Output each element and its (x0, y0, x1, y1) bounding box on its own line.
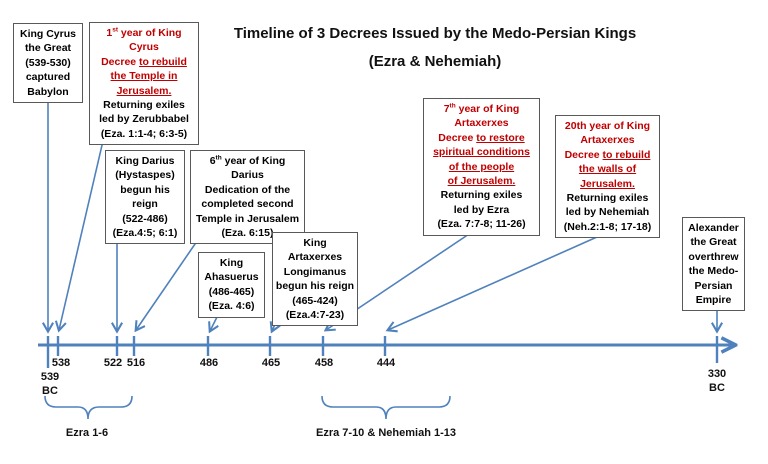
decree-2-line: spiritual conditions (433, 146, 530, 159)
box-line: (Neh.2:1-8; 17-18) (563, 220, 652, 233)
box-line: reign (132, 198, 158, 211)
box-line: led by Nehemiah (565, 206, 650, 219)
brace-ezra-7-10-nehemiah (321, 395, 451, 420)
box-line: Returning exiles (103, 99, 185, 112)
decree-3-heading: 20th year of King (564, 120, 651, 132)
box-line: begun his (120, 183, 170, 196)
tick-label-516: 516 (126, 357, 146, 369)
box-line: Temple in Jerusalem (195, 212, 300, 225)
box-line: begun his reign (275, 280, 355, 293)
darius-6th-heading: 6th year of King Darius (209, 154, 286, 182)
tick-label-539-bc: 539 BC (40, 371, 60, 397)
decree-2-line: of Jerusalem. (447, 175, 516, 188)
box-line: the Great (24, 42, 72, 55)
box-line: King Darius (115, 155, 175, 167)
box-line: King Cyrus (19, 28, 76, 40)
decree-2-heading: 7th year of King (443, 102, 520, 115)
tick-label-522: 522 (103, 357, 123, 369)
decree-1-line: the Temple in (110, 70, 178, 83)
box-line: Returning exiles (440, 189, 523, 202)
brace-label-ezra-7-10-nehemiah: Ezra 7-10 & Nehemiah 1-13 (315, 427, 457, 439)
alexander-box: Alexander the Great overthrew the Medo- … (682, 217, 745, 312)
box-line: led by Zerubbabel (99, 113, 189, 126)
box-line: Dedication of the (204, 183, 291, 196)
box-line: (Eza.4:7-23) (285, 309, 345, 322)
king-artaxerxes-longimanus-box: King Artaxerxes Longimanus begun his rei… (272, 232, 358, 327)
box-line: (522-486) (122, 212, 168, 225)
decree-3-line: Jerusalem. (580, 177, 635, 190)
tick-label-486: 486 (199, 357, 219, 369)
arrow-decree3-to-444 (388, 232, 607, 330)
decree-1-cyrus-box: 1st year of King Cyrus Decree to rebuild… (89, 22, 199, 146)
decree-3-line: the walls of (578, 163, 637, 176)
box-line: King (219, 257, 244, 269)
decree-2-line: Decree to restore (438, 131, 525, 144)
box-line: (Hystaspes) (115, 169, 175, 182)
tick-label-465: 465 (261, 357, 281, 369)
king-cyrus-box: King Cyrus the Great (539-530) captured … (13, 23, 83, 104)
box-line: led by Ezra (453, 203, 510, 216)
decree-1-line: Decree to rebuild (101, 55, 187, 68)
box-line: Alexander (688, 222, 739, 234)
box-line: the Medo- (688, 265, 739, 278)
diagram-title-line1: Timeline of 3 Decrees Issued by the Medo… (233, 25, 637, 42)
diagram-title-line2: (Ezra & Nehemiah) (368, 53, 502, 70)
king-darius-box: King Darius (Hystaspes) begun his reign … (105, 150, 185, 245)
decree-2-line: of the people (448, 160, 515, 173)
box-line: (539-530) (25, 56, 71, 69)
box-line: captured (25, 71, 71, 84)
box-line: (Eza. 6:15) (221, 227, 274, 240)
decree-2-artaxerxes-7th-box: 7th year of King Artaxerxes Decree to re… (423, 98, 540, 236)
box-line: King Artaxerxes (287, 237, 343, 264)
tick-label-458: 458 (314, 357, 334, 369)
decree-3-line: Decree to rebuild (564, 148, 651, 161)
tick-label-330-bc: 330 BC (707, 368, 727, 394)
box-line: Ahasuerus (204, 271, 259, 284)
diagram-title: Timeline of 3 Decrees Issued by the Medo… (200, 20, 670, 76)
tick-label-538: 538 (51, 357, 71, 369)
decree-1-heading: 1st year of King Cyrus (106, 26, 182, 54)
box-line: Empire (695, 294, 732, 307)
arrow-darius6-to-516 (136, 227, 207, 330)
box-line: (Eza. 7:7-8; 11-26) (437, 218, 526, 231)
box-line: (Eza.4:5; 6:1) (112, 227, 178, 240)
box-line: (Eza. 1:1-4; 6:3-5) (100, 127, 188, 140)
box-line: overthrew (688, 250, 739, 263)
box-line: (486-465) (208, 285, 255, 298)
box-line: Longimanus (283, 265, 347, 278)
box-line: Returning exiles (566, 192, 649, 205)
brace-ezra-1-6 (44, 395, 133, 420)
king-ahasuerus-box: King Ahasuerus (486-465) (Eza. 4:6) (198, 252, 265, 318)
box-line: the Great (690, 236, 737, 249)
brace-label-ezra-1-6: Ezra 1-6 (65, 427, 109, 439)
darius-6th-year-box: 6th year of King Darius Dedication of th… (190, 150, 305, 245)
box-line: Persian (694, 279, 733, 292)
box-line: Babylon (27, 85, 69, 98)
box-line: (465-424) (292, 294, 338, 307)
tick-label-444: 444 (376, 357, 396, 369)
decree-3-heading: Artaxerxes (580, 134, 635, 147)
decree-1-line: Jerusalem. (116, 84, 172, 97)
box-line: completed second (201, 198, 294, 211)
box-line: (Eza. 4:6) (208, 300, 255, 313)
decree-2-heading: Artaxerxes (454, 117, 509, 130)
arrow-decree1-to-538 (59, 127, 107, 330)
decree-3-artaxerxes-20th-box: 20th year of King Artaxerxes Decree to r… (555, 115, 660, 239)
